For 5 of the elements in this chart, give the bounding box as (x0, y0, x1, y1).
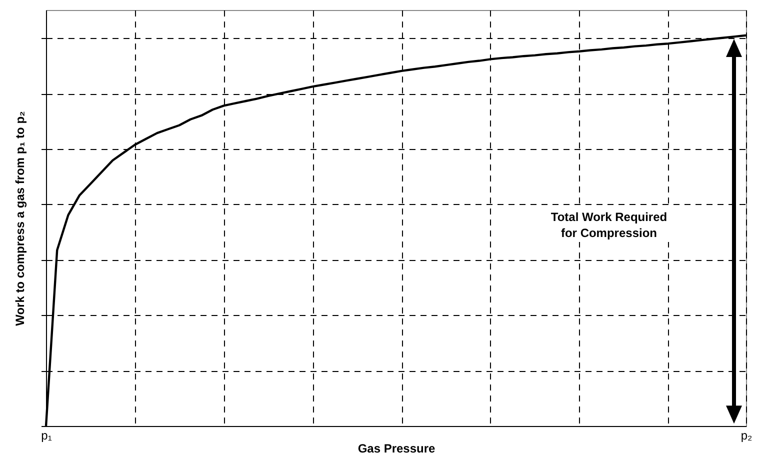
x-axis-title: Gas Pressure (358, 442, 436, 456)
x-tick-label: p₁ (41, 428, 52, 442)
y-axis-title: Work to compress a gas from p₁ to p₂ (13, 111, 27, 326)
x-tick-label: p₂ (740, 428, 752, 442)
annotation: Total Work Required for Compression (534, 208, 684, 242)
